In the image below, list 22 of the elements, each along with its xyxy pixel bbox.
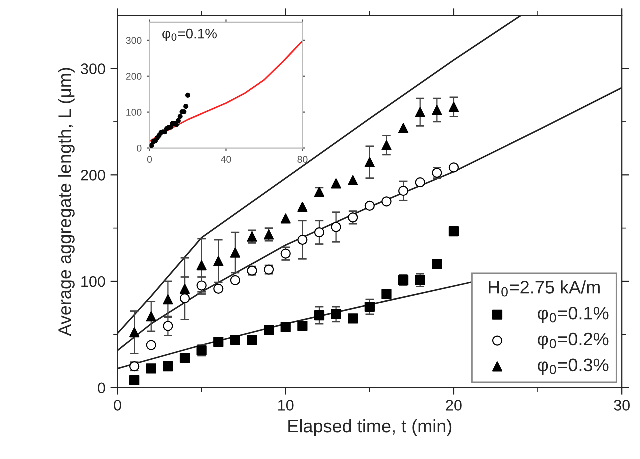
legend-title: H$_{0}$=2.75 kA/m [489, 280, 600, 297]
x-tick-label: 0 [147, 156, 152, 164]
y-tick-label: 0 [98, 382, 106, 394]
x-tick-label: 80 [298, 156, 308, 164]
x-axis-title: Elapsed time, t (min) [288, 419, 452, 436]
y-tick-label: 200 [126, 73, 142, 80]
x-tick-label: 30 [614, 400, 630, 411]
y-tick-label: 0 [137, 144, 142, 152]
legend-label: φ$_{0}$=0.3% [538, 358, 609, 376]
x-tick-label: 20 [446, 400, 462, 411]
y-tick-label: 300 [126, 37, 142, 44]
y-tick-label: 100 [126, 109, 142, 116]
annotation: φ$_{0}$=0.1% [162, 28, 217, 42]
legend-label: φ$_{0}$=0.1% [538, 306, 609, 324]
x-tick-label: 0 [114, 400, 122, 411]
x-tick-label: 40 [221, 156, 232, 164]
y-tick-label: 300 [81, 64, 106, 74]
legend-label: φ$_{0}$=0.2% [538, 332, 609, 350]
y-tick-label: 200 [81, 170, 106, 181]
y-axis-title: Average aggregate length, L (μm) [58, 68, 75, 336]
y-tick-label: 100 [82, 276, 106, 288]
x-tick-label: 10 [278, 400, 294, 411]
